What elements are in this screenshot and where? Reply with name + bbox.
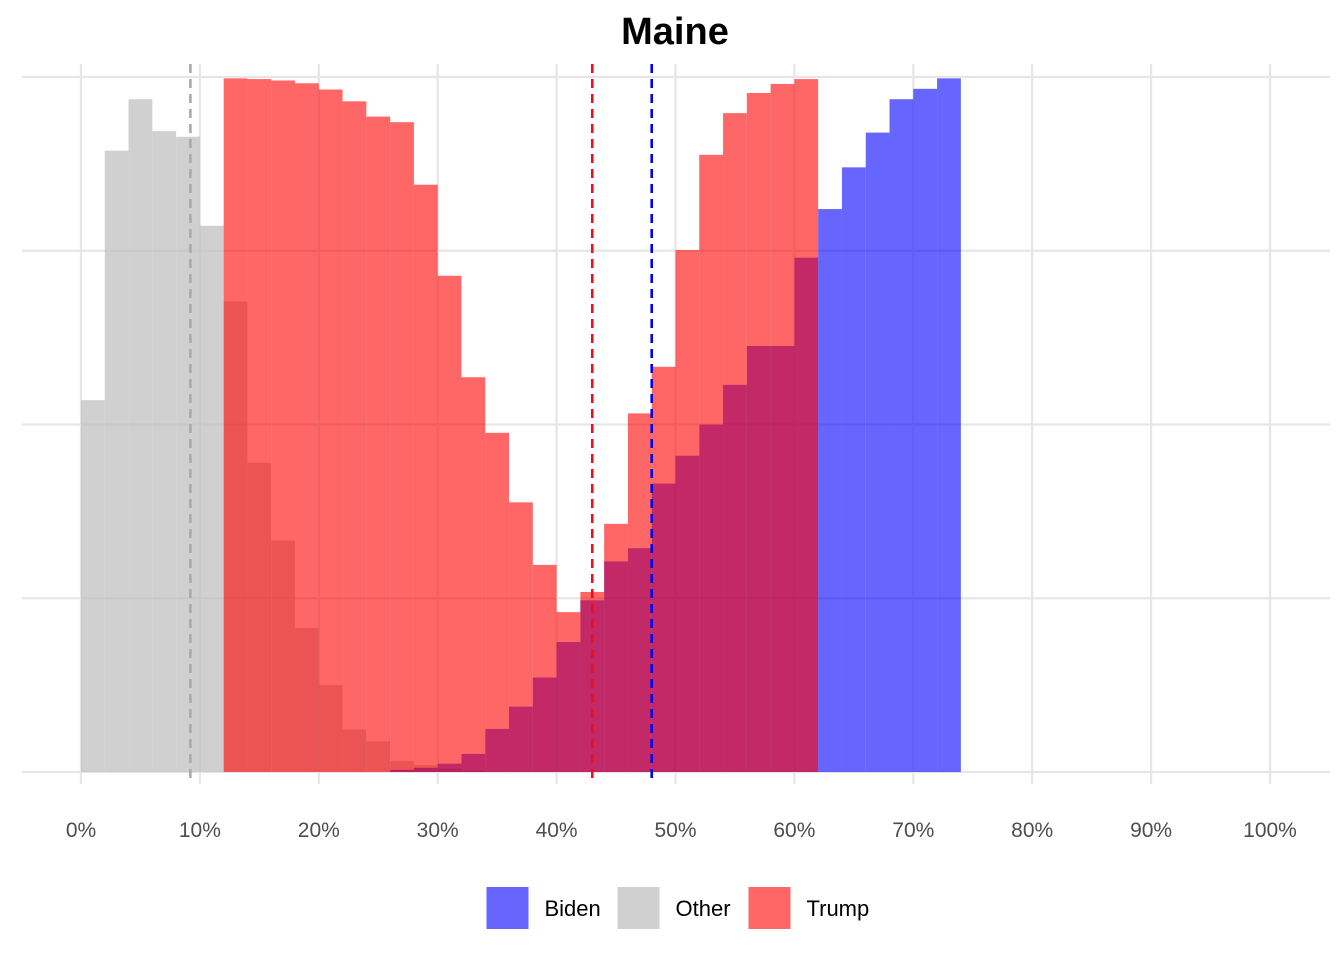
- bar-biden-19: [841, 167, 866, 773]
- x-tick-label-50: 50%: [654, 819, 696, 842]
- bar-trump-18: [651, 366, 676, 772]
- bar-trump-22: [746, 92, 771, 773]
- bar-biden-18: [818, 209, 842, 773]
- bar-trump-1: [247, 79, 272, 772]
- legend-label-other: Other: [676, 896, 731, 921]
- bar-trump-0: [223, 78, 248, 772]
- bar-trump-6: [366, 116, 391, 773]
- bar-trump-9: [437, 275, 462, 772]
- bar-other-3: [152, 131, 177, 772]
- bar-other-2: [128, 99, 153, 773]
- chart-title: Maine: [621, 11, 729, 53]
- bar-trump-2: [271, 80, 296, 773]
- x-tick-label-40: 40%: [536, 819, 578, 842]
- bar-trump-14: [556, 612, 581, 772]
- bar-biden-23: [937, 78, 961, 772]
- x-tick-label-80: 80%: [1011, 819, 1053, 842]
- x-tick-label-60: 60%: [773, 819, 815, 842]
- bar-trump-20: [699, 154, 724, 773]
- bar-trump-13: [532, 564, 557, 772]
- bar-trump-19: [675, 250, 700, 772]
- bar-trump-23: [770, 83, 795, 772]
- bar-biden-21: [889, 99, 914, 773]
- bar-trump-10: [461, 377, 486, 772]
- bar-other-0: [81, 400, 105, 772]
- bar-trump-7: [390, 122, 414, 773]
- bar-biden-20: [865, 132, 890, 773]
- bar-trump-17: [627, 413, 652, 772]
- bar-trump-3: [295, 83, 319, 772]
- legend-label-biden: Biden: [545, 896, 601, 921]
- series-trump: [223, 78, 819, 773]
- x-tick-label-90: 90%: [1130, 819, 1172, 842]
- bar-other-1: [104, 150, 129, 773]
- bar-biden-22: [913, 88, 938, 772]
- bar-trump-24: [794, 79, 819, 772]
- legend: Biden Other Trump: [486, 887, 870, 929]
- bar-other-5: [199, 225, 224, 773]
- bar-trump-21: [723, 113, 747, 772]
- x-tick-label-70: 70%: [892, 819, 934, 842]
- x-tick-label-0: 0%: [66, 819, 96, 842]
- legend-key-trump: [748, 887, 791, 929]
- x-tick-label-20: 20%: [298, 819, 340, 842]
- legend-key-other: [617, 887, 660, 929]
- bar-trump-4: [318, 89, 343, 772]
- histogram-bars: [81, 78, 961, 773]
- reference-lines: [189, 64, 654, 784]
- bar-trump-12: [509, 502, 533, 772]
- bar-trump-16: [604, 523, 628, 772]
- bar-trump-11: [485, 432, 510, 772]
- x-axis-tick-labels: 0% 10% 20% 30% 40% 50% 60% 70% 80% 90% 100%: [66, 819, 1297, 842]
- x-tick-label-30: 30%: [417, 819, 459, 842]
- legend-label-trump: Trump: [807, 896, 870, 921]
- legend-key-biden: [486, 887, 529, 929]
- bar-trump-8: [413, 184, 438, 773]
- x-tick-label-100: 100%: [1243, 819, 1297, 842]
- bar-trump-5: [342, 101, 367, 772]
- bar-other-4: [176, 136, 200, 772]
- x-tick-label-10: 10%: [179, 819, 221, 842]
